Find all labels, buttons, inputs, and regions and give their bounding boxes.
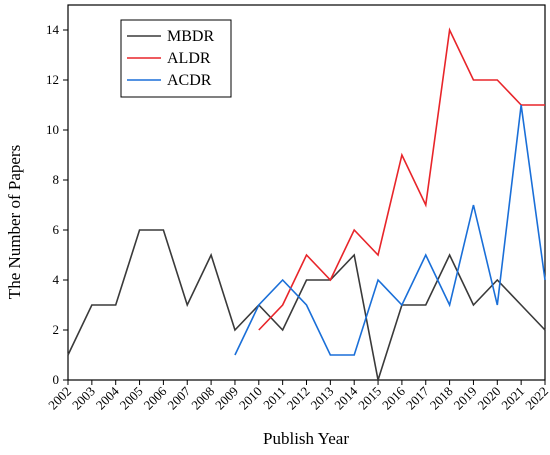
x-tick-label: 2008 [188, 384, 217, 413]
y-tick-label: 12 [46, 72, 59, 87]
y-tick-label: 2 [53, 322, 60, 337]
x-axis: 2002200320042005200620072008200920102011… [45, 380, 550, 413]
x-tick-label: 2020 [474, 384, 503, 413]
x-tick-label: 2011 [260, 384, 289, 413]
y-tick-label: 14 [46, 22, 60, 37]
x-tick-label: 2012 [284, 384, 313, 413]
legend-label-acdr: ACDR [167, 72, 212, 89]
x-tick-label: 2003 [69, 384, 98, 413]
x-tick-label: 2007 [164, 383, 193, 412]
y-axis: 0 2 4 6 8 10 12 14 [46, 22, 68, 387]
x-tick-label: 2016 [379, 383, 408, 412]
x-tick-label: 2006 [141, 383, 170, 412]
x-tick-label: 2015 [355, 384, 384, 413]
x-tick-label: 2014 [331, 383, 360, 412]
y-tick-label: 8 [53, 172, 60, 187]
y-tick-label: 0 [53, 372, 60, 387]
legend: MBDR ALDR ACDR [120, 19, 232, 98]
x-tick-label: 2013 [307, 384, 336, 413]
x-tick-label: 2004 [93, 383, 122, 412]
legend-label-mbdr: MBDR [167, 28, 214, 45]
series-line-mbdr [67, 229, 546, 381]
series-line-acdr [234, 104, 546, 356]
x-tick-label: 2002 [45, 384, 74, 413]
y-tick-label: 10 [46, 122, 59, 137]
x-axis-title: Publish Year [263, 429, 349, 448]
series-line-aldr [258, 27, 545, 331]
x-tick-label: 2019 [451, 384, 480, 413]
x-tick-label: 2018 [427, 384, 456, 413]
legend-label-aldr: ALDR [167, 50, 211, 67]
x-tick-label: 2005 [117, 384, 146, 413]
x-tick-label: 2017 [403, 383, 432, 412]
y-tick-label: 6 [53, 222, 60, 237]
x-tick-label: 2022 [522, 384, 550, 413]
x-tick-label: 2009 [212, 384, 241, 413]
series-layer [67, 27, 546, 381]
y-axis-title: The Number of Papers [5, 145, 24, 299]
y-tick-label: 4 [53, 272, 60, 287]
x-tick-label: 2010 [236, 384, 265, 413]
x-tick-label: 2021 [498, 384, 527, 413]
